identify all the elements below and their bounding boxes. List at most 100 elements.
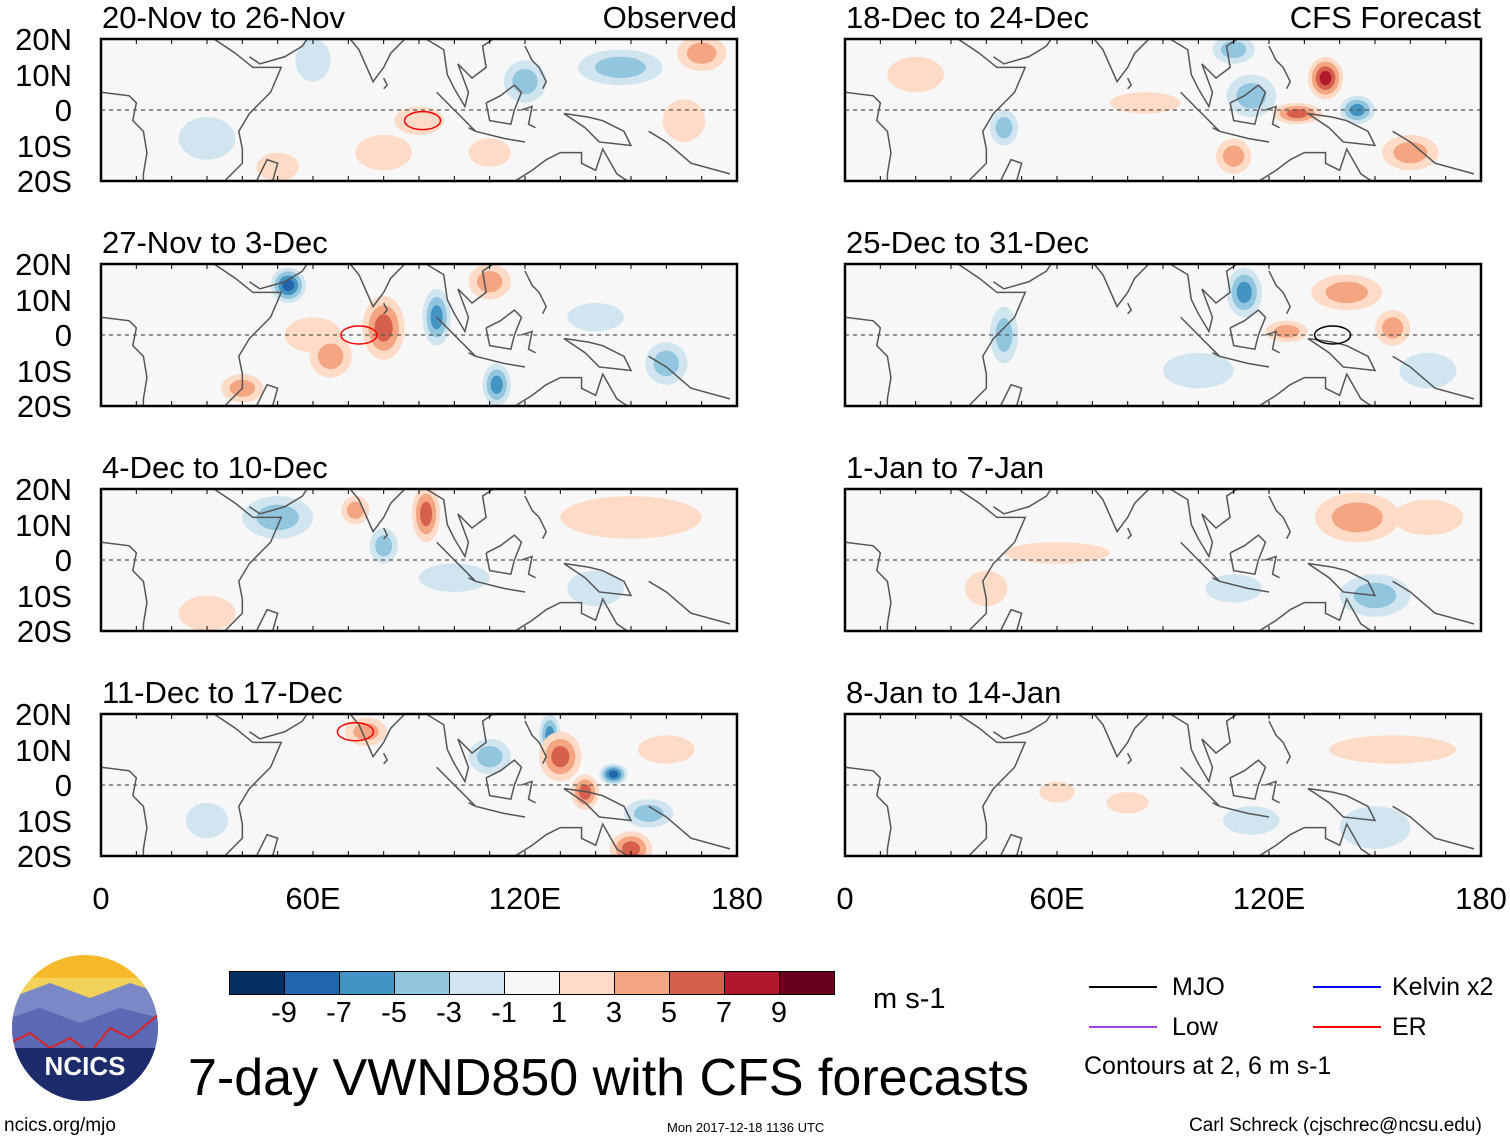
- colorbar-units: m s-1: [873, 983, 946, 1015]
- anomaly-blob: [1339, 806, 1411, 849]
- legend-line-mjo: [1089, 986, 1157, 988]
- coastline: [213, 714, 283, 856]
- anomaly-blob: [476, 271, 503, 293]
- colorbar-label: -7: [326, 997, 352, 1029]
- coastline: [1307, 337, 1377, 372]
- anomaly-blob: [476, 745, 503, 768]
- coastline: [957, 714, 1027, 856]
- colorbar-swatch: [340, 972, 395, 994]
- anomaly-blob: [1039, 781, 1075, 803]
- coastline: [349, 489, 406, 534]
- colorbar-swatch: [505, 972, 560, 994]
- anomaly-blob: [295, 39, 331, 82]
- coastline: [563, 562, 633, 597]
- coastline: [1392, 355, 1475, 400]
- coastline: [213, 264, 283, 406]
- panel-title: 4-Dec to 10-Dec: [102, 450, 328, 485]
- legend-kelvin: Kelvin x2: [1392, 973, 1494, 1001]
- y-tick-label: 0: [54, 768, 72, 803]
- footer-url[interactable]: ncics.org/mjo: [4, 1115, 116, 1136]
- anomaly-blob: [374, 314, 393, 342]
- anomaly-blob: [1286, 108, 1308, 119]
- coastline: [524, 45, 548, 90]
- colorbar-swatch: [450, 972, 505, 994]
- contour-er: [340, 325, 378, 345]
- coastline: [521, 330, 536, 354]
- anomaly-blob: [1236, 83, 1267, 109]
- coastline: [475, 580, 526, 593]
- coastline: [425, 489, 494, 559]
- coastline: [425, 264, 494, 334]
- coastline: [992, 714, 1053, 740]
- coastline: [475, 805, 526, 818]
- x-tick-label: 0: [836, 881, 854, 916]
- anomaly-blob: [995, 317, 1013, 353]
- coastline: [1257, 597, 1372, 631]
- coastline: [845, 541, 892, 631]
- coastline: [1269, 714, 1270, 715]
- colorbar-swatch: [615, 972, 670, 994]
- y-tick-label: 10N: [15, 507, 72, 543]
- coastline: [525, 489, 526, 490]
- x-tick-label: 180: [711, 881, 763, 916]
- coastline: [1229, 84, 1267, 126]
- map-panel: [843, 37, 1483, 183]
- y-tick-label: 20S: [16, 164, 72, 199]
- colorbar-swatch: [285, 972, 340, 994]
- y-tick-label: 0: [54, 93, 72, 128]
- coastline: [1229, 534, 1267, 576]
- coastline: [425, 714, 494, 784]
- x-tick-label: 60E: [285, 881, 341, 916]
- legend-low: Low: [1172, 1013, 1218, 1041]
- coastline: [485, 84, 523, 126]
- coastline: [1392, 580, 1475, 625]
- colorbar-swatch: [780, 972, 834, 994]
- anomaly-blob: [1382, 317, 1404, 339]
- coastline: [1169, 264, 1238, 334]
- coastline: [1126, 77, 1133, 90]
- anomaly-blob: [394, 106, 444, 135]
- coastline: [1269, 264, 1270, 265]
- coastline: [1219, 130, 1270, 143]
- coastline: [999, 158, 1023, 181]
- coastline: [485, 309, 523, 351]
- legend-line-low: [1089, 1026, 1157, 1028]
- coastline: [248, 39, 309, 65]
- ncics-logo: NCICS: [12, 955, 158, 1101]
- coastline: [382, 527, 389, 540]
- colorbar-label: 1: [550, 997, 568, 1029]
- colorbar-label: 3: [605, 997, 623, 1029]
- anomaly-blob: [887, 56, 944, 93]
- coastline: [1265, 105, 1280, 129]
- coastline: [101, 91, 148, 181]
- coastline: [1180, 91, 1221, 132]
- anomaly-blob: [594, 56, 646, 79]
- coastline: [101, 541, 148, 631]
- coastline: [845, 316, 892, 406]
- coastline: [1257, 147, 1372, 181]
- coastline: [1268, 45, 1292, 90]
- y-tick-label: 10S: [16, 128, 72, 164]
- coastline: [349, 714, 406, 759]
- coastline: [248, 264, 309, 290]
- coastline: [1126, 752, 1133, 765]
- coastline: [524, 270, 548, 315]
- coastline: [513, 372, 628, 406]
- anomaly-blob: [1223, 145, 1245, 167]
- coastline: [563, 112, 633, 147]
- anomaly-blob: [567, 303, 624, 332]
- coastline: [957, 489, 1027, 631]
- coastline: [255, 833, 279, 856]
- coastline: [1219, 805, 1270, 818]
- anomaly-blob: [653, 350, 680, 377]
- coastline: [1268, 270, 1292, 315]
- anomaly-blob: [1236, 281, 1252, 304]
- coastline: [1093, 489, 1150, 534]
- coastline: [648, 130, 731, 175]
- coastline: [1307, 112, 1377, 147]
- coastline: [382, 302, 389, 315]
- panel-title: 18-Dec to 24-Dec: [846, 0, 1089, 35]
- coastline: [436, 766, 477, 807]
- y-tick-label: 20S: [16, 614, 72, 649]
